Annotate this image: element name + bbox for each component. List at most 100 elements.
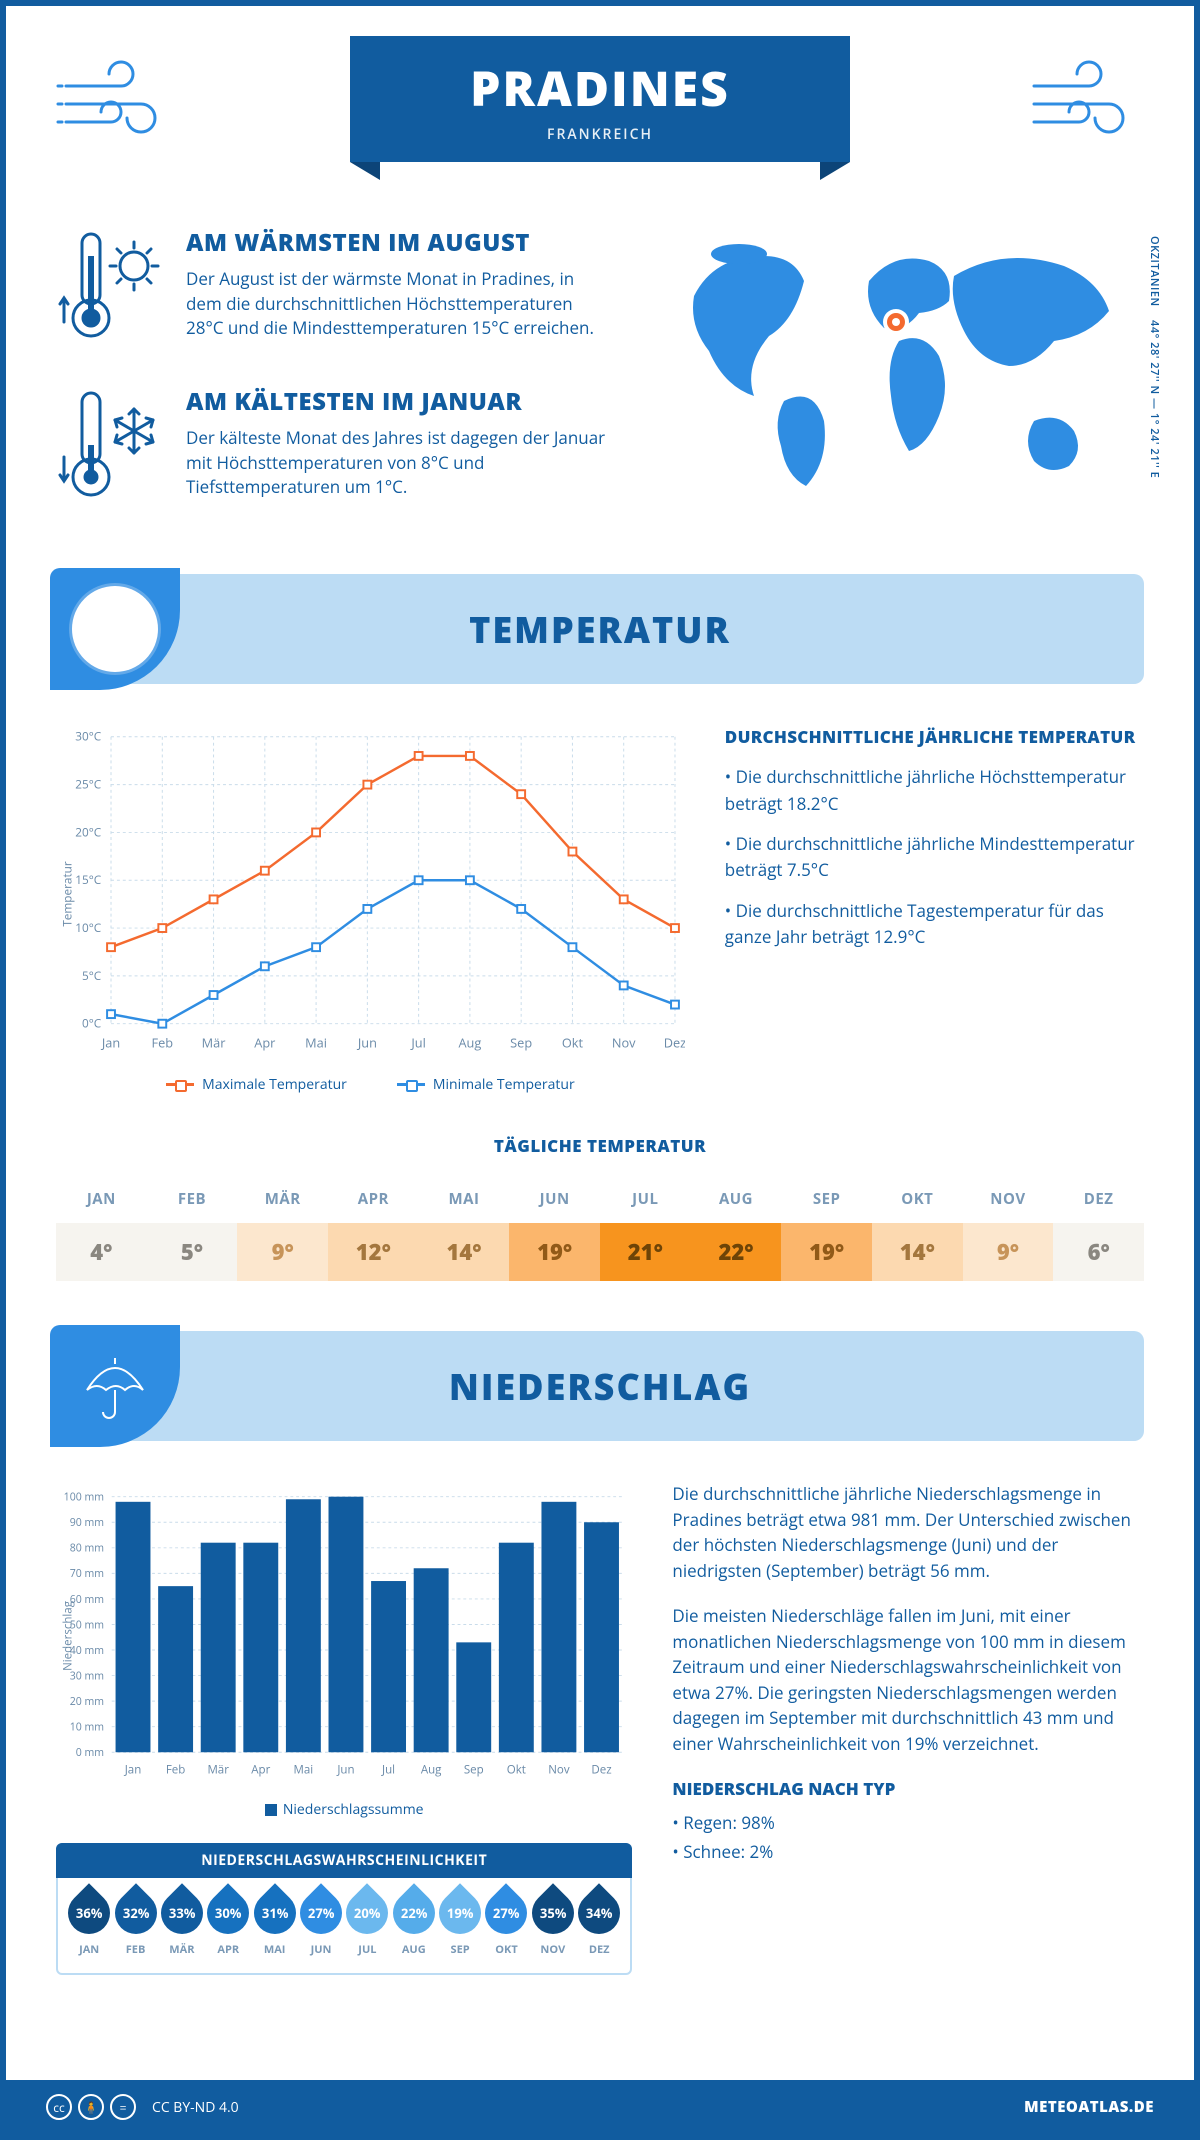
heatmap-month: JAN	[56, 1175, 147, 1223]
svg-text:Sep: Sep	[510, 1033, 532, 1051]
svg-text:Feb: Feb	[166, 1762, 185, 1777]
legend-max: Maximale Temperatur	[166, 1075, 347, 1094]
prob-drop: 27%JUN	[300, 1892, 342, 1957]
heatmap-value: 6°	[1053, 1223, 1144, 1281]
svg-text:90 mm: 90 mm	[70, 1516, 104, 1530]
precip-banner: NIEDERSCHLAG	[56, 1331, 1144, 1441]
heatmap-month: MÄR	[237, 1175, 328, 1223]
prob-drop: 32%FEB	[114, 1892, 156, 1957]
temperature-title: TEMPERATUR	[469, 605, 731, 654]
heatmap-month: MAI	[419, 1175, 510, 1223]
heatmap-month: JUN	[509, 1175, 600, 1223]
svg-text:Mär: Mär	[207, 1762, 229, 1777]
heatmap-value: 19°	[781, 1223, 872, 1281]
legend-min: Minimale Temperatur	[397, 1075, 575, 1094]
svg-text:10 mm: 10 mm	[70, 1721, 104, 1735]
svg-text:20 mm: 20 mm	[70, 1695, 104, 1709]
svg-text:5°C: 5°C	[82, 968, 102, 984]
by-icon: 🧍	[78, 2094, 104, 2120]
heatmap-month: SEP	[781, 1175, 872, 1223]
svg-text:Sep: Sep	[464, 1762, 484, 1777]
heatmap-value: 4°	[56, 1223, 147, 1281]
svg-text:10°C: 10°C	[75, 920, 101, 936]
coord-lat: 44° 28' 27'' N	[1147, 320, 1162, 395]
coord-lon: 1° 24' 21'' E	[1147, 413, 1162, 478]
heatmap-month: FEB	[147, 1175, 238, 1223]
svg-text:Apr: Apr	[251, 1762, 270, 1777]
svg-text:20°C: 20°C	[75, 824, 101, 840]
heatmap-value: 9°	[237, 1223, 328, 1281]
coldest-title: AM KÄLTESTEN IM JANUAR	[186, 385, 606, 418]
precip-summary: Die durchschnittliche jährliche Niedersc…	[672, 1481, 1144, 1975]
svg-text:Feb: Feb	[151, 1033, 173, 1051]
heatmap-value: 9°	[963, 1223, 1054, 1281]
header: PRADINES FRANKREICH	[56, 36, 1144, 206]
svg-text:Mai: Mai	[305, 1033, 327, 1051]
svg-text:Jun: Jun	[356, 1033, 377, 1051]
country-name: FRANKREICH	[350, 125, 850, 144]
precip-chart: 0 mm10 mm20 mm30 mm40 mm50 mm60 mm70 mm8…	[56, 1481, 632, 1975]
heatmap-month: JUL	[600, 1175, 691, 1223]
coldest-text: Der kälteste Monat des Jahres ist dagege…	[186, 426, 606, 500]
title-ribbon: PRADINES FRANKREICH	[350, 36, 850, 162]
heatmap-value: 14°	[419, 1223, 510, 1281]
heatmap-value: 5°	[147, 1223, 238, 1281]
svg-text:30°C: 30°C	[75, 729, 101, 745]
svg-text:Mär: Mär	[202, 1033, 227, 1051]
warmest-title: AM WÄRMSTEN IM AUGUST	[186, 226, 606, 259]
svg-text:Aug: Aug	[458, 1033, 481, 1051]
prob-drop: 30%APR	[207, 1892, 249, 1957]
svg-text:Nov: Nov	[548, 1762, 570, 1777]
prob-drop: 36%JAN	[68, 1892, 110, 1957]
daily-temperature-table: TÄGLICHE TEMPERATUR JANFEBMÄRAPRMAIJUNJU…	[56, 1134, 1144, 1281]
temperature-chart: 0°C5°C10°C15°C20°C25°C30°CJanFebMärAprMa…	[56, 724, 685, 1094]
svg-text:Jun: Jun	[336, 1762, 354, 1777]
world-map: OKZITANIEN 44° 28' 27'' N — 1° 24' 21'' …	[664, 226, 1144, 544]
svg-text:70 mm: 70 mm	[70, 1567, 104, 1581]
svg-text:15°C: 15°C	[75, 872, 101, 888]
svg-text:80 mm: 80 mm	[70, 1542, 104, 1556]
umbrella-icon	[50, 1325, 180, 1447]
svg-text:Okt: Okt	[562, 1033, 584, 1051]
prob-drop: 33%MÄR	[161, 1892, 203, 1957]
svg-text:Nov: Nov	[612, 1033, 636, 1051]
prob-drop: 31%MAI	[253, 1892, 295, 1957]
heatmap-value: 12°	[328, 1223, 419, 1281]
svg-text:Okt: Okt	[507, 1762, 526, 1777]
thermometer-cold-icon	[56, 385, 166, 510]
coldest-block: AM KÄLTESTEN IM JANUAR Der kälteste Mona…	[56, 385, 624, 510]
world-map-svg	[664, 226, 1144, 506]
svg-text:Mai: Mai	[294, 1762, 314, 1777]
svg-text:Dez: Dez	[664, 1033, 685, 1051]
temperature-banner: TEMPERATUR	[56, 574, 1144, 684]
wind-icon-left	[56, 56, 176, 146]
svg-text:Apr: Apr	[254, 1033, 276, 1051]
prob-drop: 27%OKT	[485, 1892, 527, 1957]
precip-title: NIEDERSCHLAG	[449, 1362, 751, 1411]
heatmap-month: NOV	[963, 1175, 1054, 1223]
heatmap-month: AUG	[691, 1175, 782, 1223]
svg-text:Jul: Jul	[381, 1762, 395, 1777]
license-block: cc 🧍 = CC BY-ND 4.0	[46, 2094, 239, 2120]
svg-text:Jul: Jul	[409, 1033, 425, 1051]
city-name: PRADINES	[350, 56, 850, 121]
coord-region: OKZITANIEN	[1147, 236, 1162, 307]
prob-drop: 34%DEZ	[578, 1892, 620, 1957]
heatmap-value: 22°	[691, 1223, 782, 1281]
svg-text:0°C: 0°C	[82, 1016, 102, 1032]
wind-icon-right	[1024, 56, 1144, 146]
heatmap-value: 19°	[509, 1223, 600, 1281]
precip-probability: NIEDERSCHLAGSWAHRSCHEINLICHKEIT 36%JAN32…	[56, 1843, 632, 1975]
prob-drop: 20%JUL	[346, 1892, 388, 1957]
svg-text:Temperatur: Temperatur	[60, 861, 76, 927]
warmest-block: AM WÄRMSTEN IM AUGUST Der August ist der…	[56, 226, 624, 351]
heatmap-month: APR	[328, 1175, 419, 1223]
svg-text:Jan: Jan	[100, 1033, 120, 1051]
prob-drop: 22%AUG	[393, 1892, 435, 1957]
temperature-summary: DURCHSCHNITTLICHE JÄHRLICHE TEMPERATUR •…	[725, 724, 1144, 1094]
svg-text:Niederschlag: Niederschlag	[60, 1600, 75, 1671]
site-name: METEOATLAS.DE	[1024, 2097, 1154, 2117]
heatmap-month: DEZ	[1053, 1175, 1144, 1223]
footer: cc 🧍 = CC BY-ND 4.0 METEOATLAS.DE	[6, 2080, 1194, 2134]
svg-text:Dez: Dez	[591, 1762, 611, 1777]
